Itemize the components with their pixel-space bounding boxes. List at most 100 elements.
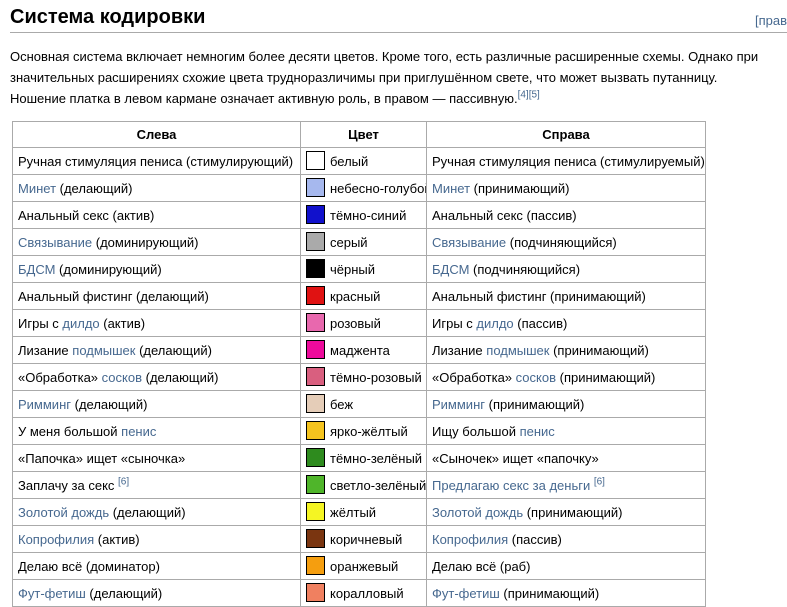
color-name: светло-зелёный — [330, 478, 427, 493]
wiki-link[interactable]: Фут-фетиш — [432, 585, 500, 601]
edit-section-link[interactable]: [прав — [754, 13, 787, 28]
wiki-link[interactable]: Минет — [432, 180, 471, 196]
wiki-link[interactable]: подмышек — [72, 342, 136, 358]
color-swatch — [306, 556, 325, 575]
wiki-link[interactable]: сосков — [515, 369, 556, 385]
left-cell: «Папочка» ищет «сыночка» — [12, 444, 301, 472]
color-cell: жёлтый — [300, 498, 427, 526]
table-row: Римминг (делающий) беж Римминг (принимающи… — [12, 390, 706, 418]
color-cell: тёмно-зелёный — [300, 444, 427, 472]
text-segment: (принимающий) — [499, 585, 600, 601]
text-segment: «Сыночек» ищет «папочку» — [432, 450, 599, 466]
right-cell: Анальный фистинг (принимающий) — [426, 282, 706, 310]
color-cell: небесно-голубой — [300, 174, 427, 202]
left-cell: Лизание подмышек (делающий) — [12, 336, 301, 364]
text-segment: «Обработка» — [18, 369, 102, 385]
color-name: жёлтый — [330, 505, 377, 520]
text-segment: (актив) — [94, 531, 140, 547]
right-cell: Ручная стимуляция пениса (стимулируемый) — [426, 147, 706, 175]
wiki-link[interactable]: пенис — [519, 423, 555, 439]
color-swatch — [306, 232, 325, 251]
color-name: беж — [330, 397, 354, 412]
wiki-link[interactable]: Связывание — [432, 234, 507, 250]
text-segment: Лизание — [18, 342, 73, 358]
wiki-link[interactable]: сосков — [101, 369, 142, 385]
wiki-link[interactable]: дилдо — [476, 315, 514, 331]
left-cell: Анальный фистинг (делающий) — [12, 282, 301, 310]
left-cell: Золотой дождь (делающий) — [12, 498, 301, 526]
page-title: Система кодировки — [10, 6, 206, 28]
reference-sup: [6] — [118, 476, 129, 487]
color-cell: розовый — [300, 309, 427, 337]
wiki-link[interactable]: Золотой дождь — [18, 504, 110, 520]
table-row: Связывание (доминирующий) серый Связывание… — [12, 228, 706, 256]
wiki-link[interactable]: пенис — [121, 423, 157, 439]
right-cell: Предлагаю секс за деньги [6] — [426, 471, 706, 499]
wiki-link[interactable]: Римминг — [432, 396, 485, 412]
color-name: тёмно-зелёный — [330, 451, 423, 466]
reference-link[interactable]: [6] — [118, 476, 130, 488]
text-segment: (принимающий) — [549, 342, 649, 358]
color-name: серый — [330, 235, 368, 250]
text-segment: (принимающий) — [485, 396, 585, 412]
wiki-link[interactable]: Копрофилия — [18, 531, 95, 547]
color-name: небесно-голубой — [330, 181, 427, 196]
color-cell: оранжевый — [300, 552, 427, 580]
reference-sup: [4] — [518, 90, 529, 101]
table-row: Анальный секс (актив) тёмно-синий Анальный… — [12, 201, 706, 229]
right-cell: БДСМ (подчиняющийся) — [426, 255, 706, 283]
text-segment: (доминирующий) — [55, 261, 162, 277]
text-segment: Ручная стимуляция пениса (стимулирующий) — [18, 153, 294, 169]
wiki-link[interactable]: Римминг — [18, 396, 71, 412]
section-heading: Система кодировки [прав — [10, 5, 787, 33]
text-segment: У меня большой — [18, 423, 122, 439]
wiki-link[interactable]: БДСМ — [18, 261, 56, 277]
text-segment: Анальный секс (актив) — [18, 207, 155, 223]
color-swatch — [306, 178, 325, 197]
text-segment: (принимающий) — [523, 504, 623, 520]
color-swatch — [306, 151, 325, 170]
intro-paragraph: Основная система включает немногим более… — [10, 46, 774, 109]
color-name: оранжевый — [330, 559, 399, 574]
wiki-link[interactable]: Предлагаю секс за деньги — [432, 477, 594, 493]
table-row: Заплачу за секс [6] светло-зелёный Предлаг… — [12, 471, 706, 499]
wiki-link[interactable]: Минет — [18, 180, 57, 196]
text-segment: (делающий) — [71, 396, 148, 412]
wiki-link[interactable]: Связывание — [18, 234, 93, 250]
wiki-link[interactable]: Копрофилия — [432, 531, 509, 547]
reference-link[interactable]: [5] — [528, 89, 540, 101]
text-segment: Игры с — [432, 315, 477, 331]
wiki-link[interactable]: Фут-фетиш — [18, 585, 86, 601]
color-cell: ярко-жёлтый — [300, 417, 427, 445]
reference-sup: [6] — [594, 476, 605, 487]
table-row: Копрофилия (актив) коричневый Копрофилия (… — [12, 525, 706, 553]
right-cell: Золотой дождь (принимающий) — [426, 498, 706, 526]
text-segment: (делающий) — [142, 369, 219, 385]
color-cell: чёрный — [300, 255, 427, 283]
right-cell: Минет (принимающий) — [426, 174, 706, 202]
col-header-right: Справа — [426, 121, 706, 148]
reference-link[interactable]: [6] — [593, 476, 605, 488]
color-name: коралловый — [330, 586, 404, 601]
reference-link[interactable]: [4] — [517, 89, 529, 101]
text-segment: «Обработка» — [432, 369, 516, 385]
wiki-link[interactable]: БДСМ — [432, 261, 470, 277]
left-cell: Делаю всё (доминатор) — [12, 552, 301, 580]
wiki-link[interactable]: подмышек — [486, 342, 550, 358]
color-cell: белый — [300, 147, 427, 175]
wiki-link[interactable]: Золотой дождь — [432, 504, 524, 520]
left-cell: Римминг (делающий) — [12, 390, 301, 418]
text-segment: (подчиняющийся) — [469, 261, 581, 277]
table-row: Анальный фистинг (делающий) красный Анальн… — [12, 282, 706, 310]
text-segment: (пассив) — [508, 531, 562, 547]
color-name: тёмно-синий — [330, 208, 407, 223]
wiki-link[interactable]: дилдо — [62, 315, 100, 331]
hanky-code-table: Слева Цвет Справа Ручная стимуляция пени… — [12, 121, 706, 607]
color-swatch — [306, 502, 325, 521]
color-cell: маджента — [300, 336, 427, 364]
left-cell: Минет (делающий) — [12, 174, 301, 202]
text-segment: (актив) — [99, 315, 146, 331]
color-cell: беж — [300, 390, 427, 418]
left-cell: Анальный секс (актив) — [12, 201, 301, 229]
table-row: Делаю всё (доминатор) оранжевый Делаю всё … — [12, 552, 706, 580]
